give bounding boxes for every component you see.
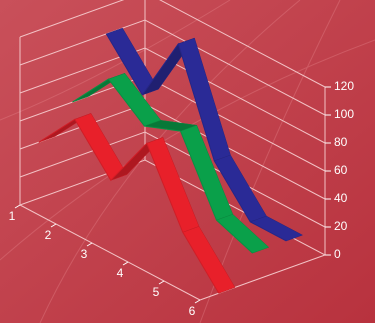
y-tick-label: 0	[334, 247, 341, 261]
ribbon-edge	[72, 78, 253, 254]
y-tick-label: 40	[334, 191, 348, 205]
x-tick-label: 6	[189, 304, 196, 318]
x-tick	[14, 204, 21, 209]
floor-edge	[19, 204, 201, 301]
x-tick	[86, 242, 93, 247]
y-tick-label: 120	[334, 79, 354, 93]
y-tick-label: 20	[334, 219, 348, 233]
x-tick	[50, 223, 57, 228]
ribbon-edge	[105, 33, 287, 242]
grid-line	[19, 131, 326, 228]
x-tick	[158, 280, 165, 285]
y-tick-label: 100	[334, 107, 354, 121]
grid-line	[19, 0, 326, 88]
grid-line	[19, 47, 326, 144]
x-tick-label: 1	[9, 209, 16, 223]
x-tick-label: 4	[117, 266, 124, 280]
x-tick-label: 3	[81, 247, 88, 261]
ribbon-edge	[38, 118, 220, 294]
x-tick-label: 2	[45, 228, 52, 242]
y-tick-label: 80	[334, 135, 348, 149]
x-tick	[122, 261, 129, 266]
x-tick-label: 5	[153, 285, 160, 299]
y-tick-label: 60	[334, 163, 348, 177]
grid-line	[19, 19, 326, 116]
x-tick	[194, 299, 201, 304]
